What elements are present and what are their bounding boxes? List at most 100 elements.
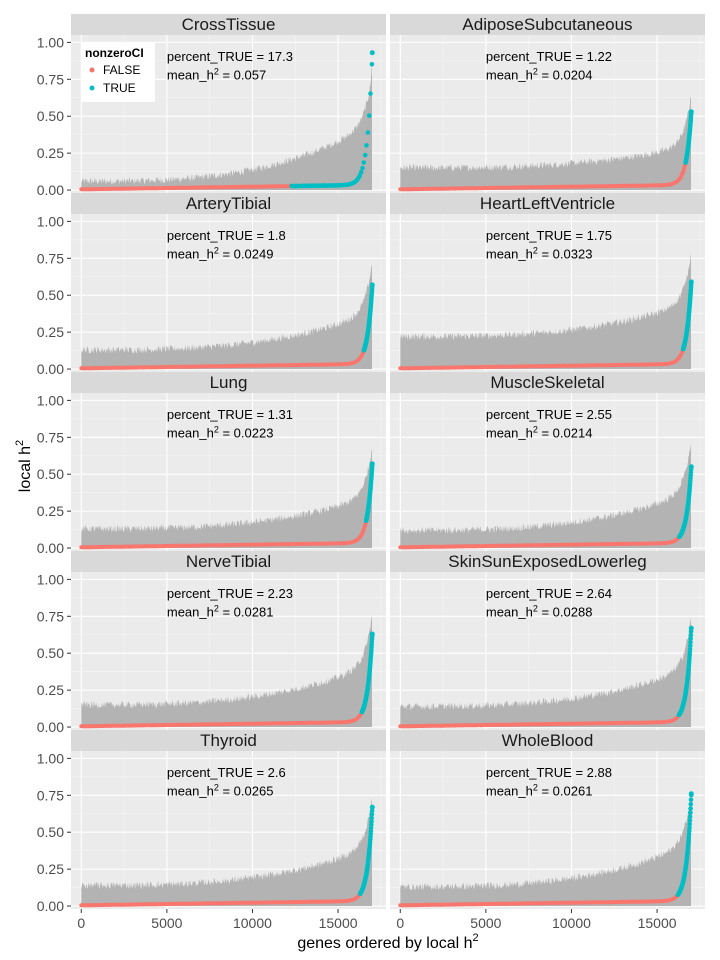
strip-background	[390, 730, 705, 751]
strip-background	[390, 372, 705, 393]
y-tick-label: 1.00	[37, 34, 64, 50]
series-false-points	[398, 530, 684, 550]
point-true	[687, 821, 692, 827]
strip-background	[71, 372, 386, 393]
point-true	[369, 62, 375, 67]
legend-label-false: FALSE	[103, 63, 140, 77]
x-tick-label: 10000	[552, 915, 591, 931]
point-true	[369, 819, 374, 824]
confidence-band	[400, 617, 691, 727]
point-true	[369, 815, 375, 821]
strip-title: AdiposeSubcutaneous	[462, 15, 632, 34]
point-true	[369, 282, 375, 288]
point-true	[365, 130, 371, 135]
series-false-points	[79, 705, 366, 729]
legend-key-true	[89, 85, 95, 91]
point-true	[366, 113, 372, 118]
point-true	[362, 152, 368, 158]
strip-background	[390, 193, 705, 214]
x-tick-label: 0	[77, 915, 85, 931]
strip-background	[71, 193, 386, 214]
point-true	[687, 825, 692, 830]
y-tick-label: 0.25	[37, 503, 64, 519]
strip-title: MuscleSkeletal	[490, 373, 604, 392]
mean-h2-annotation: mean_h2 = 0.0261	[486, 782, 593, 798]
point-true	[369, 812, 375, 817]
percent-true-annotation: percent_TRUE = 17.3	[167, 49, 293, 64]
y-tick-label: 0.75	[37, 787, 64, 803]
panel-AdiposeSubcutaneous: AdiposeSubcutaneous percent_TRUE = 1.22 me…	[390, 14, 705, 193]
point-true	[688, 632, 694, 638]
x-tick-label: 0	[396, 915, 404, 931]
point-true	[369, 808, 375, 813]
confidence-band	[400, 96, 691, 190]
x-tick-label: 15000	[638, 915, 677, 931]
x-tick-label: 5000	[470, 915, 501, 931]
point-true	[688, 279, 694, 285]
legend: nonzeroCI FALSE TRUE	[81, 42, 155, 102]
strip-title: Lung	[210, 373, 248, 392]
confidence-band	[81, 799, 373, 906]
y-tick-label: 0.50	[37, 108, 64, 124]
y-axis-title: local h2	[14, 440, 34, 492]
point-true	[368, 91, 373, 96]
point-true	[688, 802, 694, 807]
y-tick-label: 0.00	[37, 898, 64, 914]
y-tick-label: 0.00	[37, 182, 64, 198]
strip-background	[71, 14, 386, 35]
point-true	[688, 464, 694, 470]
strip-title: SkinSunExposedLowerleg	[448, 552, 646, 571]
point-true	[688, 636, 693, 641]
percent-true-annotation: percent_TRUE = 2.64	[486, 586, 612, 601]
point-true	[369, 804, 375, 810]
strip-title: Thyroid	[200, 731, 257, 750]
y-tick-label: 0.25	[37, 324, 64, 340]
strip-title: ArteryTibial	[186, 194, 271, 213]
legend-title: nonzeroCI	[85, 46, 144, 60]
y-tick-label: 0.00	[37, 719, 64, 735]
point-true	[687, 828, 692, 834]
mean-h2-annotation: mean_h2 = 0.0223	[167, 424, 274, 440]
y-tick-label: 0.25	[37, 145, 64, 161]
confidence-band	[81, 615, 373, 727]
y-tick-label: 0.75	[37, 250, 64, 266]
mean-h2-annotation: mean_h2 = 0.0281	[167, 603, 274, 619]
panel-CrossTissue: CrossTissue percent_TRUE = 17.3 mean_h2 = …	[37, 14, 386, 198]
point-true	[688, 806, 693, 811]
strip-background	[71, 730, 386, 751]
y-axis-title-group: local h2	[14, 440, 34, 492]
mean-h2-annotation: mean_h2 = 0.0204	[486, 66, 593, 82]
confidence-band	[81, 265, 373, 369]
mean-h2-annotation: mean_h2 = 0.0249	[167, 245, 274, 261]
point-true	[687, 814, 693, 819]
panel-NerveTibial: NerveTibial percent_TRUE = 2.23 mean_h2 = …	[37, 551, 386, 735]
point-true	[688, 639, 693, 645]
y-tick-label: 0.50	[37, 466, 64, 482]
percent-true-annotation: percent_TRUE = 1.8	[167, 228, 286, 243]
strip-background	[390, 14, 705, 35]
point-true	[688, 791, 694, 797]
y-tick-label: 0.00	[37, 540, 64, 556]
percent-true-annotation: percent_TRUE = 1.22	[486, 49, 612, 64]
point-true	[687, 818, 693, 823]
confidence-band	[400, 444, 691, 548]
x-tick-label: 5000	[151, 915, 182, 931]
x-tick-label: 10000	[233, 915, 272, 931]
y-tick-label: 1.00	[37, 392, 64, 408]
panel-Thyroid: Thyroid percent_TRUE = 2.6 mean_h2 = 0.026…	[37, 730, 386, 931]
series-false-points	[398, 340, 687, 371]
panel-MuscleSkeletal: MuscleSkeletal percent_TRUE = 2.55 mean_h2…	[390, 372, 705, 551]
strip-title: NerveTibial	[186, 552, 271, 571]
series-false-points	[398, 707, 684, 729]
point-true	[358, 170, 364, 175]
point-true	[688, 797, 694, 802]
series-false-points	[79, 341, 368, 371]
percent-true-annotation: percent_TRUE = 1.75	[486, 228, 612, 243]
mean-h2-annotation: mean_h2 = 0.0323	[486, 245, 593, 261]
point-true	[361, 160, 367, 165]
panel-WholeBlood: WholeBlood percent_TRUE = 2.88 mean_h2 = 0…	[390, 730, 705, 931]
series-false-points	[79, 515, 369, 550]
point-true	[369, 50, 375, 56]
strip-background	[71, 551, 386, 572]
mean-h2-annotation: mean_h2 = 0.0214	[486, 424, 593, 440]
